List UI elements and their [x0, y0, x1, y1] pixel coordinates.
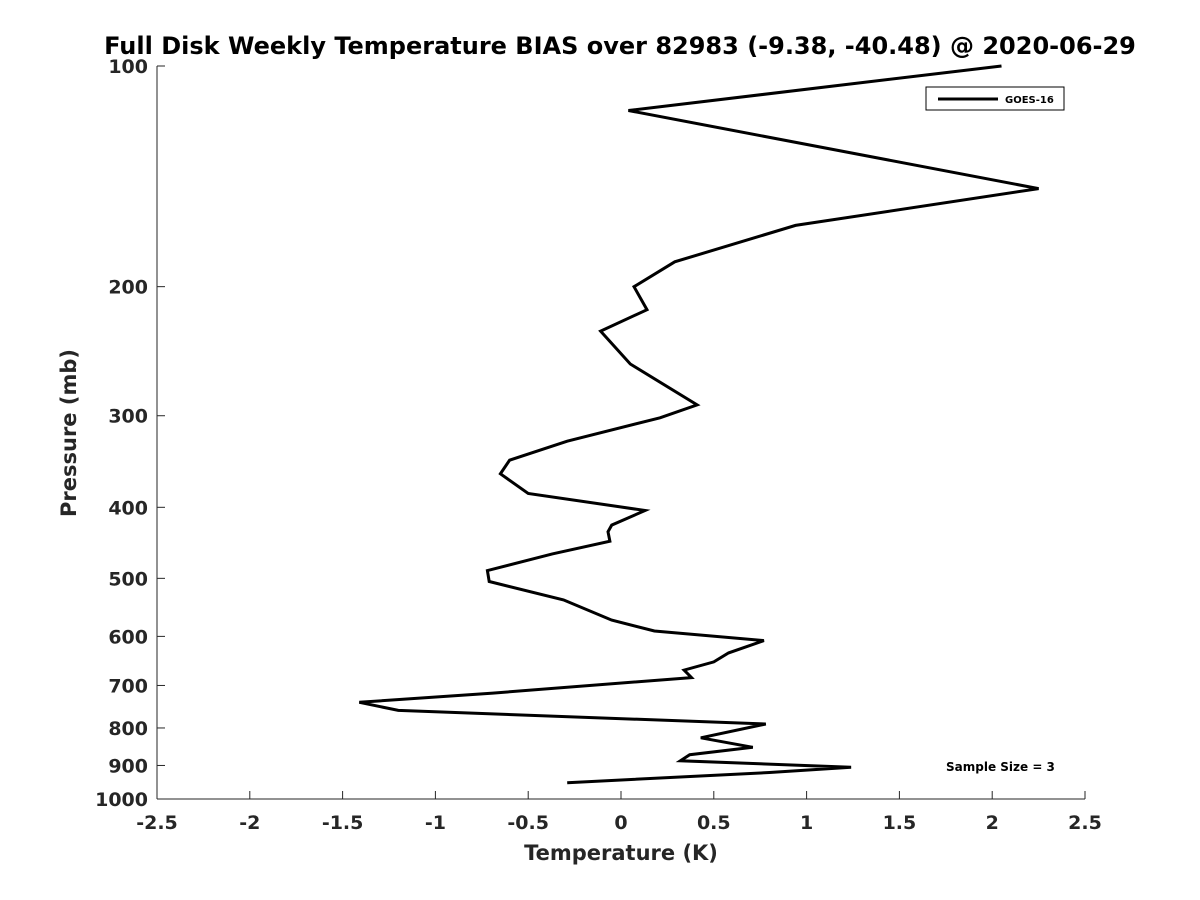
y-tick-label: 200: [108, 277, 148, 299]
x-tick-label: 1: [800, 812, 813, 834]
x-tick-label: 0.5: [697, 812, 731, 834]
y-axis-label: Pressure (mb): [57, 349, 81, 517]
x-tick-label: 0: [614, 812, 627, 834]
y-tick-label: 900: [108, 755, 148, 777]
x-tick-label: 1.5: [883, 812, 917, 834]
series-line-goes-16: [358, 64, 1039, 785]
x-tick-label: -2: [239, 812, 260, 834]
plot-area: -2.5 -2 -1.5 -1 -0.5 0 0.5 1 1.5 2 2.5 100 200 300 400…: [95, 56, 1102, 834]
x-tick-label: 2.5: [1068, 812, 1102, 834]
y-tick-label: 400: [108, 497, 148, 519]
x-tick-label: -0.5: [507, 812, 549, 834]
legend: GOES-16: [925, 86, 1065, 111]
y-tick-label: 800: [108, 718, 148, 740]
y-tick-label: 1000: [95, 789, 148, 811]
y-tick-label: 100: [108, 56, 148, 78]
x-axis-label: Temperature (K): [524, 841, 718, 865]
x-tick-label: 2: [986, 812, 999, 834]
y-tick-label: 300: [108, 406, 148, 428]
x-tick-label: -1: [425, 812, 446, 834]
x-tick-label: -1.5: [322, 812, 364, 834]
x-tick-label: -2.5: [136, 812, 178, 834]
y-tick-label: 500: [108, 568, 148, 590]
legend-label-goes-16: GOES-16: [1005, 95, 1054, 106]
y-tick-label: 700: [108, 675, 148, 697]
sample-size-annotation: Sample Size = 3: [946, 760, 1055, 774]
chart-title: Full Disk Weekly Temperature BIAS over 8…: [104, 32, 1136, 60]
y-tick-label: 600: [108, 626, 148, 648]
